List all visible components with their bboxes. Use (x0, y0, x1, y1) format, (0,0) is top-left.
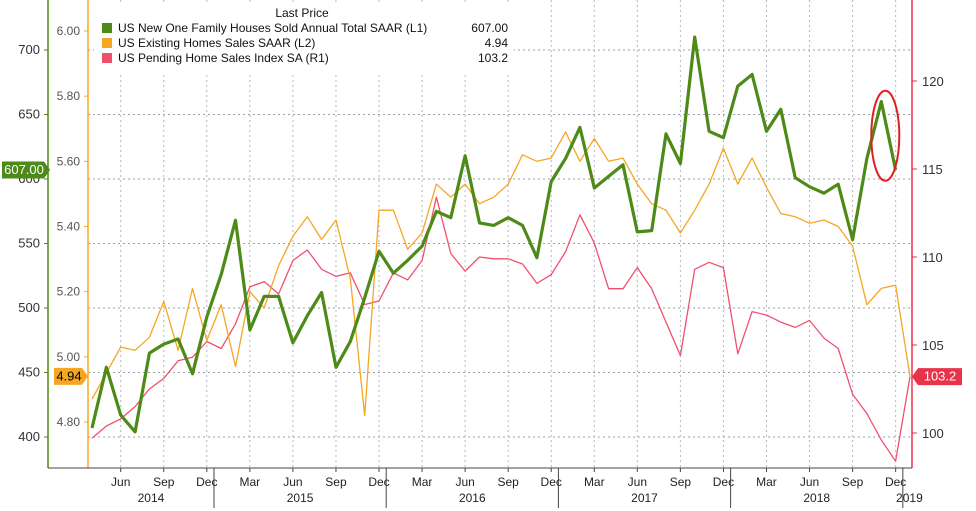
tick-label-l1: 550 (18, 236, 40, 251)
tick-label-month: Jun (283, 475, 302, 489)
grid (88, 0, 912, 468)
legend-value: 607.00 (471, 21, 508, 35)
tick-label-month: Sep (325, 475, 347, 489)
tick-label-l2: 5.20 (57, 285, 81, 299)
last-price-tag-l2-bg (54, 367, 88, 385)
annotation (870, 89, 901, 182)
tick-label-month: Mar (584, 475, 605, 489)
tick-label-l2: 5.40 (57, 220, 81, 234)
tick-label-r1: 115 (922, 162, 943, 177)
last-price-tag-r1: 103.2 (924, 369, 957, 384)
tick-label-l1: 500 (18, 300, 40, 315)
plot-area (90, 35, 911, 462)
legend-title: Last Price (275, 6, 329, 20)
tick-label-l1: 450 (18, 365, 40, 380)
legend-label: US Pending Home Sales Index SA (R1) (118, 51, 329, 65)
series-line-l2 (91, 131, 911, 417)
tick-label-year: 2014 (138, 491, 165, 505)
tick-label-month: Sep (670, 475, 692, 489)
annotation-ellipse (870, 89, 901, 182)
legend-value: 4.94 (485, 36, 509, 50)
legend-box (94, 2, 514, 72)
legend-value: 103.2 (478, 51, 508, 65)
tick-label-l2: 5.00 (57, 350, 81, 364)
tick-label-month: Mar (240, 475, 261, 489)
axes: 4004505005506006507004.805.005.205.405.6… (18, 0, 944, 508)
last-price-tag-l1: 607.00 (4, 162, 44, 177)
tick-label-year: 2016 (459, 491, 486, 505)
tick-label-r1: 100 (922, 426, 944, 441)
tick-label-l2: 4.80 (57, 415, 81, 429)
tick-label-month: Sep (497, 475, 519, 489)
tick-label-month: Jun (111, 475, 130, 489)
tick-label-year: 2018 (803, 491, 830, 505)
tick-label-month: Dec (885, 475, 906, 489)
tick-label-month: Jun (800, 475, 819, 489)
tick-label-l1: 650 (18, 107, 40, 122)
tick-label-month: Dec (713, 475, 734, 489)
tick-label-month: Dec (368, 475, 389, 489)
tick-label-month: Mar (412, 475, 433, 489)
tick-label-month: Sep (153, 475, 175, 489)
tick-label-month: Dec (196, 475, 217, 489)
tick-label-l2: 5.80 (57, 89, 81, 103)
legend-swatch (102, 53, 112, 63)
tick-label-year: 2017 (631, 491, 658, 505)
last-price-tag-l1-bg (2, 161, 50, 179)
legend-label: US Existing Homes Sales SAAR (L2) (118, 36, 315, 50)
legend-swatch (102, 23, 112, 33)
tick-label-month: Sep (842, 475, 864, 489)
legend-swatch (102, 38, 112, 48)
last-price-tags: 607.00 4.94 103.2 (2, 161, 962, 386)
tick-label-r1: 110 (922, 250, 943, 265)
tick-label-r1: 105 (922, 338, 944, 353)
legend-label: US New One Family Houses Sold Annual Tot… (118, 21, 427, 35)
tick-label-month: Jun (455, 475, 474, 489)
tick-label-year: 2015 (287, 491, 314, 505)
tick-label-l1: 700 (18, 42, 40, 57)
tick-label-l1: 400 (18, 429, 40, 444)
tick-label-year: 2019 (896, 491, 923, 505)
tick-label-month: Jun (628, 475, 647, 489)
tick-label-l2: 5.60 (57, 154, 81, 168)
last-price-tag-l2: 4.94 (56, 368, 81, 383)
tick-label-r1: 120 (922, 74, 944, 89)
last-price-tag-r1-bg (912, 368, 962, 386)
tick-label-month: Mar (756, 475, 777, 489)
tick-label-month: Dec (541, 475, 562, 489)
tick-label-l2: 6.00 (57, 24, 81, 38)
